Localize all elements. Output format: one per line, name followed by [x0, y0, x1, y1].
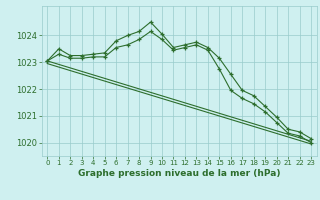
X-axis label: Graphe pression niveau de la mer (hPa): Graphe pression niveau de la mer (hPa)	[78, 169, 280, 178]
